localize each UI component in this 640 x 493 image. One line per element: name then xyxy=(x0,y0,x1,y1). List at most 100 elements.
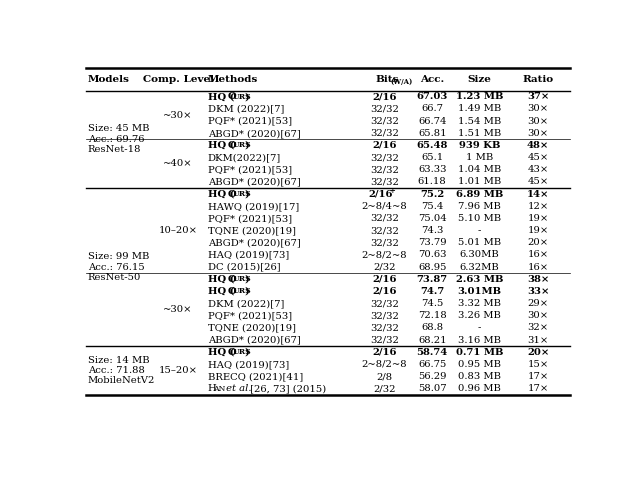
Text: 73.79: 73.79 xyxy=(418,238,447,247)
Text: 939 KB: 939 KB xyxy=(459,141,500,150)
Text: PQF* (2021)[53]: PQF* (2021)[53] xyxy=(208,214,292,223)
Text: 56.29: 56.29 xyxy=(418,372,447,381)
Text: ~40×: ~40× xyxy=(163,159,193,168)
Text: URS: URS xyxy=(232,141,251,149)
Text: 14×: 14× xyxy=(527,190,549,199)
Text: O: O xyxy=(228,190,236,199)
Text: [26, 73] (2015): [26, 73] (2015) xyxy=(246,385,326,393)
Text: 2/16: 2/16 xyxy=(372,141,397,150)
Text: 72.18: 72.18 xyxy=(418,311,447,320)
Text: 32×: 32× xyxy=(527,323,548,332)
Text: HQ (: HQ ( xyxy=(208,92,234,102)
Text: 5.01 MB: 5.01 MB xyxy=(458,238,501,247)
Text: 32/32: 32/32 xyxy=(370,323,399,332)
Text: HQ (: HQ ( xyxy=(208,275,234,284)
Text: 6.30MB: 6.30MB xyxy=(460,250,499,259)
Text: PQF* (2021)[53]: PQF* (2021)[53] xyxy=(208,117,292,126)
Text: 0.95 MB: 0.95 MB xyxy=(458,360,501,369)
Text: H: H xyxy=(208,385,216,393)
Text: (W/A): (W/A) xyxy=(390,78,412,86)
Text: 29×: 29× xyxy=(527,299,548,308)
Text: 2~8/4~8: 2~8/4~8 xyxy=(362,202,408,211)
Text: HQ (: HQ ( xyxy=(208,348,234,357)
Text: BRECQ (2021)[41]: BRECQ (2021)[41] xyxy=(208,372,303,381)
Text: 3.01MB: 3.01MB xyxy=(458,287,502,296)
Text: 0.96 MB: 0.96 MB xyxy=(458,385,501,393)
Text: ResNet-50: ResNet-50 xyxy=(88,273,141,282)
Text: 65.48: 65.48 xyxy=(417,141,448,150)
Text: 37×: 37× xyxy=(527,92,549,102)
Text: 2/16: 2/16 xyxy=(372,348,397,357)
Text: 10–20×: 10–20× xyxy=(159,226,198,235)
Text: PQF* (2021)[53]: PQF* (2021)[53] xyxy=(208,165,292,175)
Text: 32/32: 32/32 xyxy=(370,299,399,308)
Text: 32/32: 32/32 xyxy=(370,153,399,162)
Text: ): ) xyxy=(244,190,250,199)
Text: 75.04: 75.04 xyxy=(418,214,447,223)
Text: TQNE (2020)[19]: TQNE (2020)[19] xyxy=(208,226,296,235)
Text: AN: AN xyxy=(213,385,226,393)
Text: 17×: 17× xyxy=(527,372,548,381)
Text: ~30×: ~30× xyxy=(163,305,193,314)
Text: -: - xyxy=(478,226,481,235)
Text: 66.7: 66.7 xyxy=(421,105,444,113)
Text: 16×: 16× xyxy=(527,263,548,272)
Text: 65.81: 65.81 xyxy=(418,129,447,138)
Text: 63.33: 63.33 xyxy=(418,165,447,175)
Text: 32/32: 32/32 xyxy=(370,214,399,223)
Text: 1.04 MB: 1.04 MB xyxy=(458,165,501,175)
Text: DKM (2022)[7]: DKM (2022)[7] xyxy=(208,105,284,113)
Text: 2/8: 2/8 xyxy=(376,372,392,381)
Text: MobileNetV2: MobileNetV2 xyxy=(88,377,155,386)
Text: 1 MB: 1 MB xyxy=(466,153,493,162)
Text: URS: URS xyxy=(232,93,251,101)
Text: Bits: Bits xyxy=(375,74,399,84)
Text: 74.3: 74.3 xyxy=(421,226,444,235)
Text: ): ) xyxy=(244,348,250,357)
Text: Size: 99 MB: Size: 99 MB xyxy=(88,252,149,261)
Text: 19×: 19× xyxy=(527,214,548,223)
Text: 32/32: 32/32 xyxy=(370,165,399,175)
Text: 32/32: 32/32 xyxy=(370,226,399,235)
Text: 61.18: 61.18 xyxy=(418,177,447,186)
Text: 32/32: 32/32 xyxy=(370,105,399,113)
Text: Size: Size xyxy=(468,74,492,84)
Text: TQNE (2020)[19]: TQNE (2020)[19] xyxy=(208,323,296,332)
Text: 0.83 MB: 0.83 MB xyxy=(458,372,501,381)
Text: Models: Models xyxy=(88,74,130,84)
Text: 74.5: 74.5 xyxy=(421,299,444,308)
Text: 17×: 17× xyxy=(527,385,548,393)
Text: 2/32: 2/32 xyxy=(373,385,396,393)
Text: 31×: 31× xyxy=(527,336,548,345)
Text: 75.4: 75.4 xyxy=(421,202,444,211)
Text: 6.32MB: 6.32MB xyxy=(460,263,499,272)
Text: 3.32 MB: 3.32 MB xyxy=(458,299,501,308)
Text: 1.54 MB: 1.54 MB xyxy=(458,117,501,126)
Text: 68.21: 68.21 xyxy=(418,336,447,345)
Text: ~30×: ~30× xyxy=(163,110,193,120)
Text: 32/32: 32/32 xyxy=(370,177,399,186)
Text: 15×: 15× xyxy=(527,360,548,369)
Text: Acc.: 71.88: Acc.: 71.88 xyxy=(88,366,145,375)
Text: 32/32: 32/32 xyxy=(370,311,399,320)
Text: HQ (: HQ ( xyxy=(208,190,234,199)
Text: ABGD* (2020)[67]: ABGD* (2020)[67] xyxy=(208,336,301,345)
Text: HQ (: HQ ( xyxy=(208,287,234,296)
Text: 19×: 19× xyxy=(527,226,548,235)
Text: ABGD* (2020)[67]: ABGD* (2020)[67] xyxy=(208,129,301,138)
Text: 1.49 MB: 1.49 MB xyxy=(458,105,501,113)
Text: Acc.: 69.76: Acc.: 69.76 xyxy=(88,135,144,144)
Text: Acc.: Acc. xyxy=(420,74,444,84)
Text: 6.89 MB: 6.89 MB xyxy=(456,190,503,199)
Text: 67.03: 67.03 xyxy=(417,92,448,102)
Text: 30×: 30× xyxy=(527,129,548,138)
Text: 3.16 MB: 3.16 MB xyxy=(458,336,501,345)
Text: HQ (: HQ ( xyxy=(208,141,234,150)
Text: Methods: Methods xyxy=(208,74,258,84)
Text: 2/16: 2/16 xyxy=(372,275,397,284)
Text: 58.07: 58.07 xyxy=(418,385,447,393)
Text: 2~8/2~8: 2~8/2~8 xyxy=(362,360,408,369)
Text: HAQ (2019)[73]: HAQ (2019)[73] xyxy=(208,360,289,369)
Text: ): ) xyxy=(244,275,250,284)
Text: O: O xyxy=(228,275,236,284)
